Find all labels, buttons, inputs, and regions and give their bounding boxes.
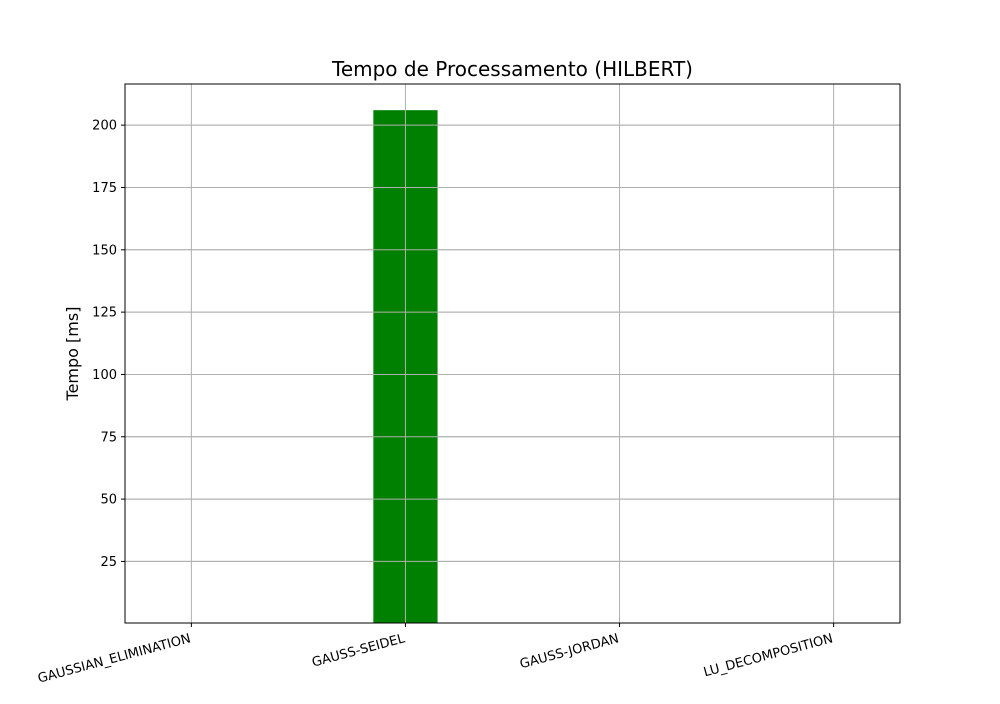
y-tick-label: 200 [92, 119, 117, 134]
grid-lines-overlay [125, 84, 900, 623]
y-tick-label: 150 [92, 243, 117, 258]
y-tick-label: 175 [92, 181, 117, 196]
y-tick-label: 50 [100, 493, 117, 508]
axes-frame [124, 83, 901, 624]
y-tick-label: 100 [92, 368, 117, 383]
y-axis-ticks: 25 50 75 100 125 150 175 200 [92, 119, 125, 570]
y-tick-label: 75 [100, 430, 117, 445]
y-axis-label: Tempo [ms] [63, 307, 82, 402]
y-tick-label: 25 [100, 555, 117, 570]
y-tick-label: 125 [92, 306, 117, 321]
chart-title: Tempo de Processamento (HILBERT) [331, 57, 693, 81]
